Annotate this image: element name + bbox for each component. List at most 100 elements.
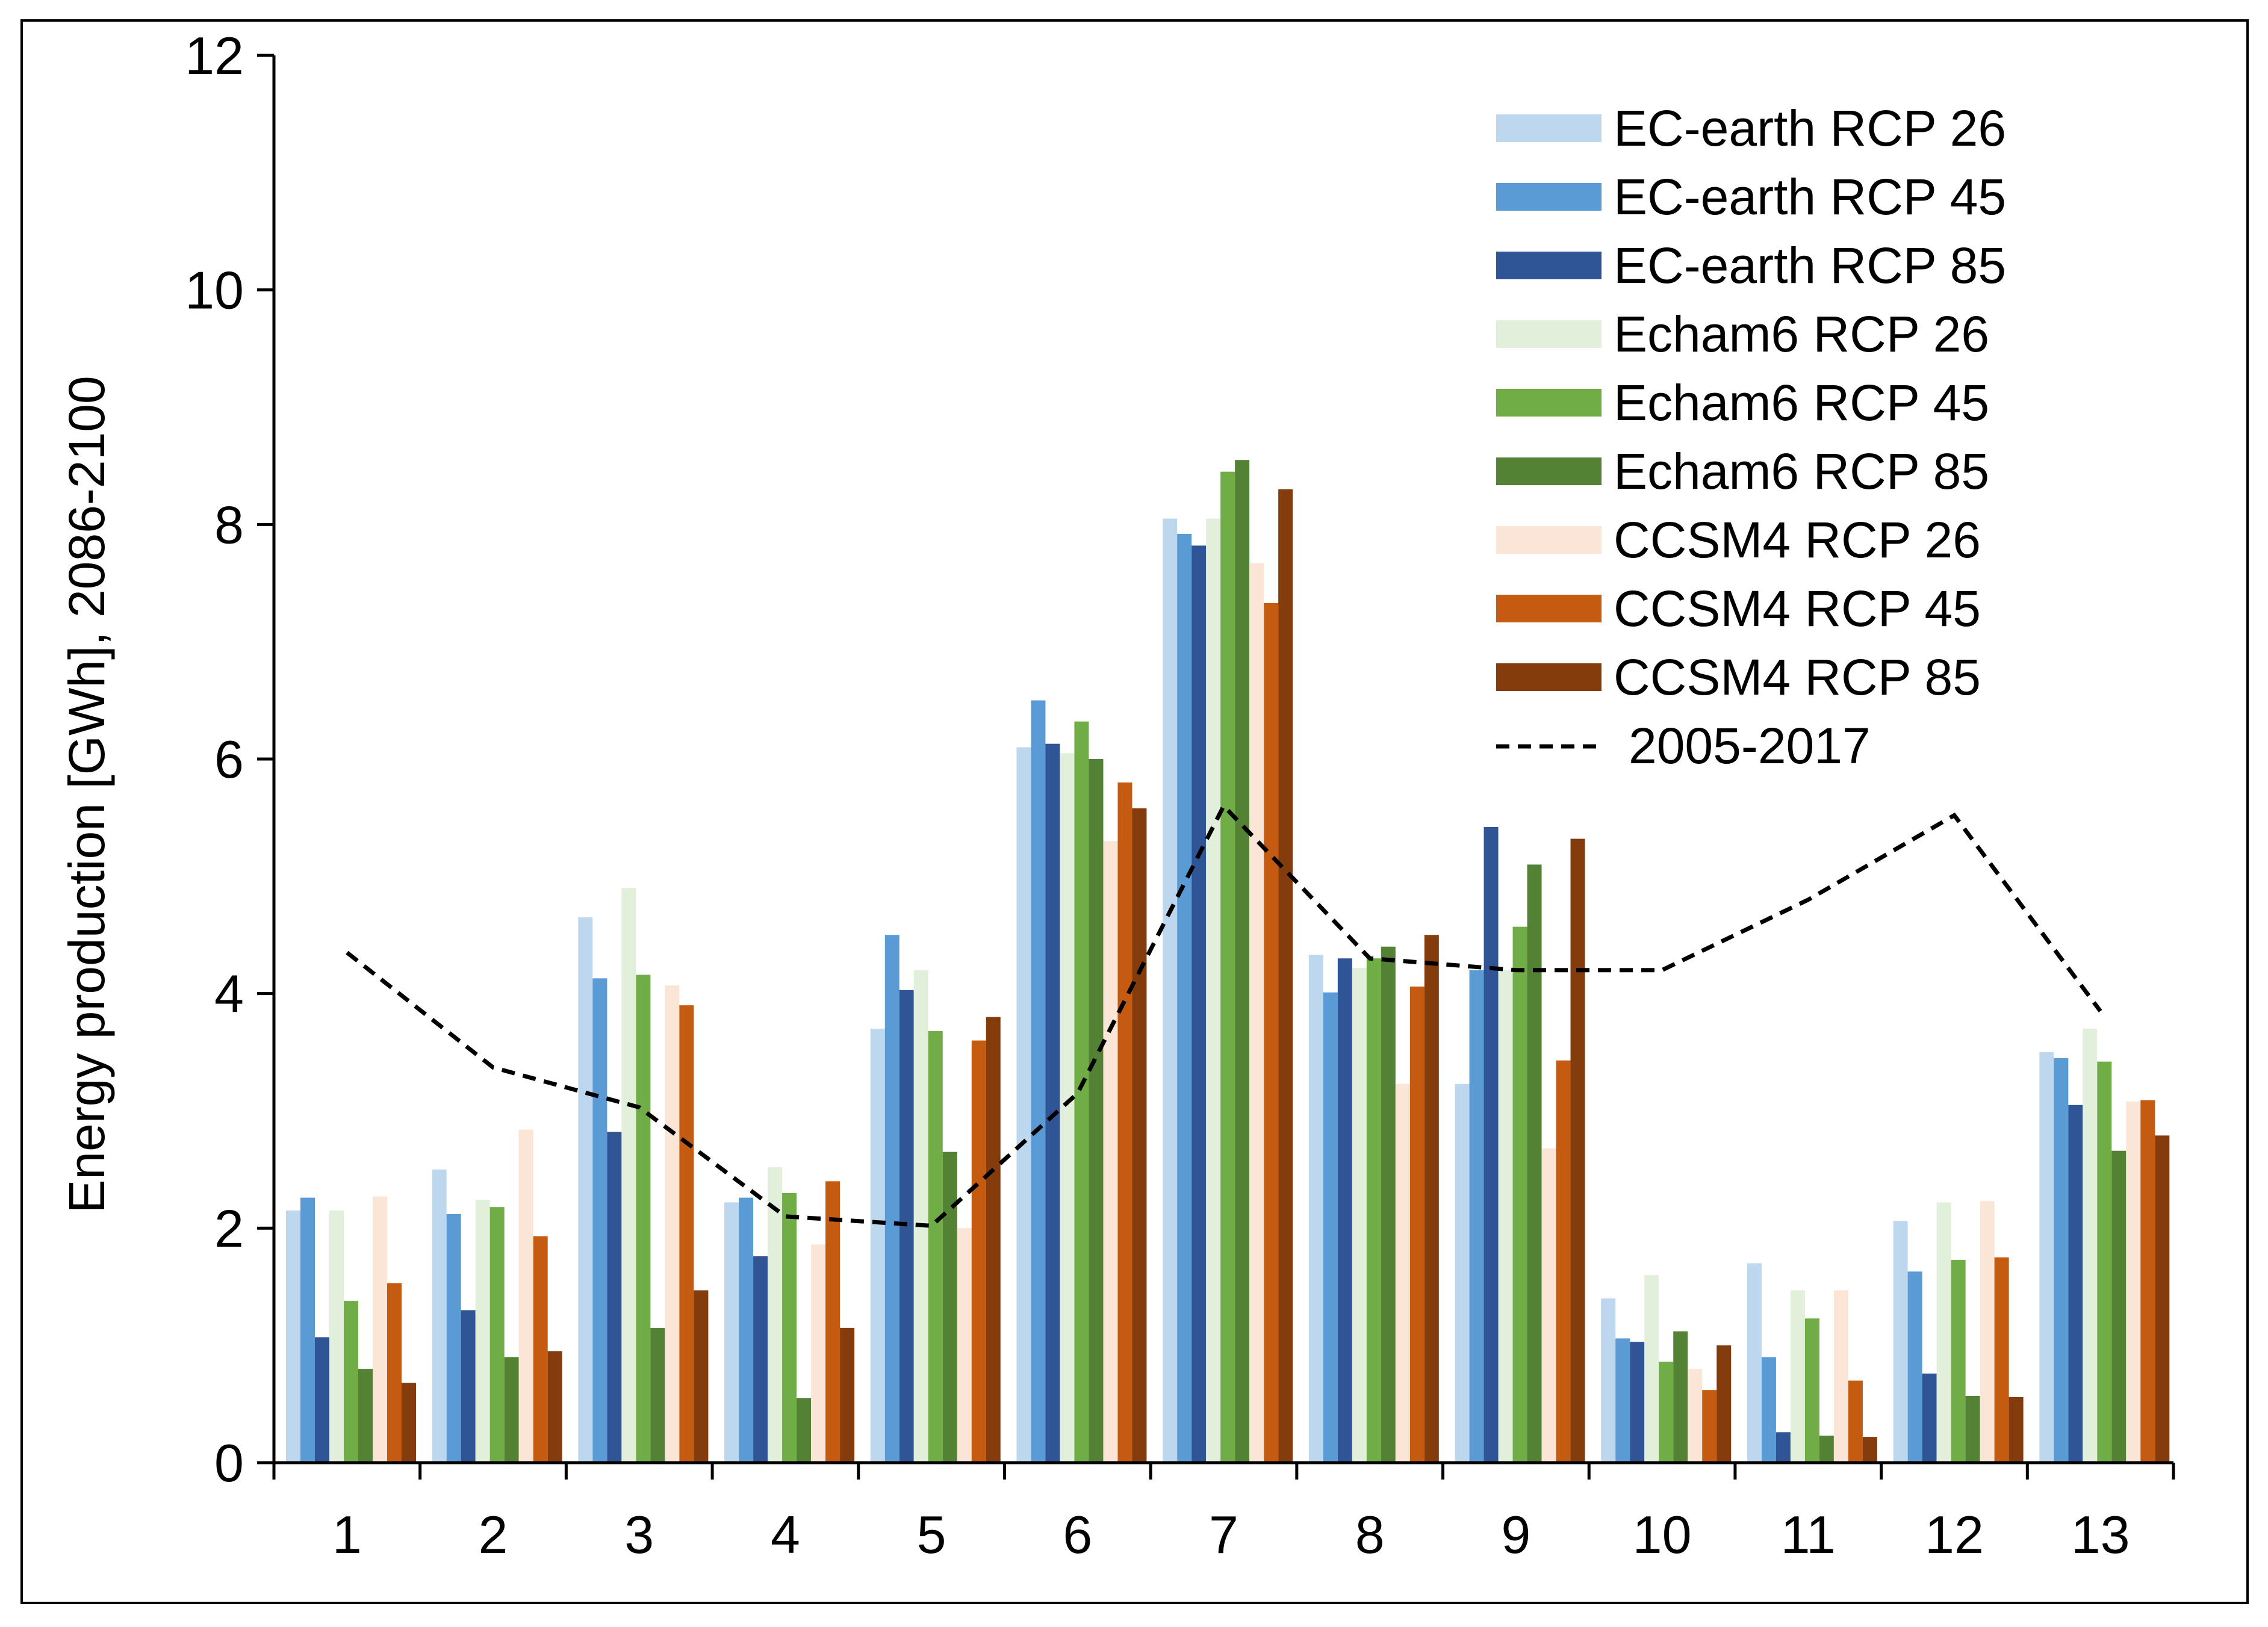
bar-ec-earth-rcp-26-cat-7 — [1163, 518, 1178, 1463]
bar-ccsm4-rcp-85-cat-12 — [2009, 1396, 2024, 1463]
x-tick-label-5: 5 — [917, 1505, 946, 1564]
bar-ec-earth-rcp-26-cat-8 — [1308, 955, 1323, 1463]
bar-echam6-rcp-85-cat-11 — [1819, 1436, 1834, 1463]
bar-ccsm4-rcp-85-cat-6 — [1132, 808, 1147, 1463]
x-tick-label-2: 2 — [479, 1505, 508, 1564]
legend-label-echam6-rcp-45: Echam6 RCP 45 — [1614, 374, 1989, 431]
bar-ccsm4-rcp-85-cat-13 — [2155, 1135, 2170, 1463]
bar-echam6-rcp-45-cat-9 — [1512, 926, 1527, 1463]
bar-echam6-rcp-45-cat-1 — [344, 1301, 358, 1463]
y-axis-title: Energy production [GWh], 2086-2100 — [58, 376, 115, 1213]
bar-ec-earth-rcp-85-cat-8 — [1337, 958, 1352, 1463]
bar-ccsm4-rcp-26-cat-9 — [1541, 1148, 1556, 1463]
bar-echam6-rcp-85-cat-13 — [2111, 1150, 2127, 1463]
x-tick-label-13: 13 — [2071, 1505, 2130, 1564]
bar-echam6-rcp-85-cat-1 — [358, 1369, 373, 1463]
bar-ec-earth-rcp-26-cat-5 — [870, 1029, 885, 1463]
bar-ec-earth-rcp-45-cat-10 — [1615, 1338, 1630, 1463]
x-tick-label-10: 10 — [1633, 1505, 1692, 1564]
bar-echam6-rcp-85-cat-5 — [942, 1151, 957, 1463]
bar-ec-earth-rcp-45-cat-2 — [446, 1213, 461, 1463]
legend-label-ec-earth-rcp-85: EC-earth RCP 85 — [1614, 237, 2006, 294]
bar-ec-earth-rcp-85-cat-7 — [1191, 545, 1207, 1463]
x-tick-label-9: 9 — [1501, 1505, 1530, 1564]
bar-ec-earth-rcp-45-cat-13 — [2054, 1058, 2069, 1463]
bar-ec-earth-rcp-85-cat-2 — [461, 1310, 476, 1463]
x-tick-label-3: 3 — [624, 1505, 654, 1564]
bar-ccsm4-rcp-85-cat-2 — [547, 1351, 562, 1463]
bar-echam6-rcp-45-cat-11 — [1804, 1318, 1819, 1463]
bar-ccsm4-rcp-45-cat-3 — [679, 1005, 694, 1463]
bar-ccsm4-rcp-45-cat-8 — [1409, 986, 1424, 1463]
y-tick-label-4: 4 — [214, 964, 244, 1024]
bar-echam6-rcp-45-cat-2 — [489, 1207, 505, 1463]
x-tick-label-6: 6 — [1063, 1505, 1092, 1564]
bars-layer — [286, 460, 2170, 1463]
bar-echam6-rcp-26-cat-1 — [329, 1210, 344, 1463]
legend-swatch-ccsm4-rcp-26 — [1496, 526, 1602, 554]
bar-ccsm4-rcp-26-cat-3 — [665, 985, 680, 1463]
bar-ccsm4-rcp-85-cat-4 — [840, 1327, 855, 1463]
bar-ec-earth-rcp-45-cat-9 — [1469, 970, 1484, 1463]
bar-ec-earth-rcp-85-cat-10 — [1630, 1342, 1645, 1463]
bar-ec-earth-rcp-85-cat-3 — [607, 1132, 622, 1463]
bar-ec-earth-rcp-85-cat-1 — [315, 1337, 329, 1463]
bar-ccsm4-rcp-45-cat-9 — [1556, 1060, 1571, 1463]
bar-ccsm4-rcp-26-cat-10 — [1688, 1369, 1703, 1463]
x-tick-label-4: 4 — [771, 1505, 800, 1564]
bar-ec-earth-rcp-26-cat-12 — [1893, 1221, 1908, 1463]
legend: EC-earth RCP 26 EC-earth RCP 45 EC-earth R… — [1496, 100, 2006, 774]
legend-swatch-echam6-rcp-45 — [1496, 389, 1602, 417]
legend-swatch-ccsm4-rcp-85 — [1496, 663, 1602, 691]
bar-ec-earth-rcp-85-cat-9 — [1484, 827, 1499, 1463]
x-tick-label-1: 1 — [332, 1505, 362, 1564]
bar-ec-earth-rcp-45-cat-11 — [1761, 1357, 1776, 1463]
bar-ccsm4-rcp-45-cat-4 — [825, 1181, 840, 1463]
bar-ec-earth-rcp-26-cat-10 — [1601, 1298, 1616, 1463]
legend-swatch-ec-earth-rcp-45 — [1496, 183, 1602, 211]
bar-ec-earth-rcp-45-cat-7 — [1177, 533, 1192, 1463]
bar-echam6-rcp-85-cat-4 — [797, 1398, 812, 1463]
bar-echam6-rcp-85-cat-9 — [1527, 864, 1542, 1463]
bar-ccsm4-rcp-26-cat-13 — [2126, 1101, 2141, 1463]
bar-ccsm4-rcp-85-cat-1 — [402, 1383, 416, 1463]
bar-echam6-rcp-26-cat-8 — [1352, 967, 1367, 1463]
bar-ccsm4-rcp-26-cat-4 — [811, 1244, 826, 1463]
y-tick-label-8: 8 — [214, 495, 244, 554]
x-tick-label-12: 12 — [1925, 1505, 1984, 1564]
bar-ec-earth-rcp-85-cat-4 — [753, 1256, 768, 1463]
bar-ccsm4-rcp-85-cat-7 — [1278, 489, 1293, 1463]
y-tick-label-6: 6 — [214, 730, 244, 789]
bar-echam6-rcp-85-cat-2 — [504, 1357, 519, 1463]
legend-label-reference-line: 2005-2017 — [1629, 717, 1871, 774]
bar-ccsm4-rcp-26-cat-8 — [1395, 1083, 1410, 1463]
bar-ec-earth-rcp-26-cat-2 — [432, 1169, 447, 1463]
bar-echam6-rcp-45-cat-8 — [1366, 958, 1381, 1463]
legend-label-ccsm4-rcp-45: CCSM4 RCP 45 — [1614, 580, 1981, 637]
y-tick-label-12: 12 — [185, 26, 244, 85]
bar-echam6-rcp-45-cat-5 — [928, 1031, 943, 1463]
legend-label-echam6-rcp-26: Echam6 RCP 26 — [1614, 306, 1989, 362]
legend-swatch-ccsm4-rcp-45 — [1496, 595, 1602, 622]
bar-ec-earth-rcp-45-cat-8 — [1323, 992, 1338, 1463]
bar-ccsm4-rcp-45-cat-1 — [387, 1283, 402, 1463]
bar-echam6-rcp-26-cat-5 — [913, 970, 928, 1463]
bar-echam6-rcp-85-cat-8 — [1381, 946, 1396, 1463]
bar-ec-earth-rcp-85-cat-5 — [899, 990, 914, 1463]
bar-ec-earth-rcp-26-cat-13 — [2039, 1052, 2054, 1463]
bar-echam6-rcp-26-cat-3 — [621, 888, 636, 1463]
bar-ec-earth-rcp-45-cat-4 — [739, 1197, 754, 1463]
bar-ec-earth-rcp-85-cat-13 — [2068, 1105, 2083, 1463]
y-tick-label-10: 10 — [185, 261, 244, 320]
bar-echam6-rcp-45-cat-6 — [1074, 721, 1089, 1463]
bar-echam6-rcp-26-cat-10 — [1644, 1275, 1659, 1463]
bar-ec-earth-rcp-45-cat-6 — [1031, 700, 1046, 1463]
bar-ccsm4-rcp-45-cat-7 — [1264, 603, 1279, 1463]
reference-line-2005-2017 — [346, 802, 2102, 1229]
bar-echam6-rcp-26-cat-13 — [2083, 1029, 2098, 1463]
bar-echam6-rcp-26-cat-6 — [1060, 753, 1075, 1463]
bar-ec-earth-rcp-45-cat-1 — [300, 1197, 315, 1463]
bar-ccsm4-rcp-26-cat-11 — [1833, 1290, 1848, 1463]
bar-echam6-rcp-26-cat-9 — [1498, 970, 1513, 1463]
